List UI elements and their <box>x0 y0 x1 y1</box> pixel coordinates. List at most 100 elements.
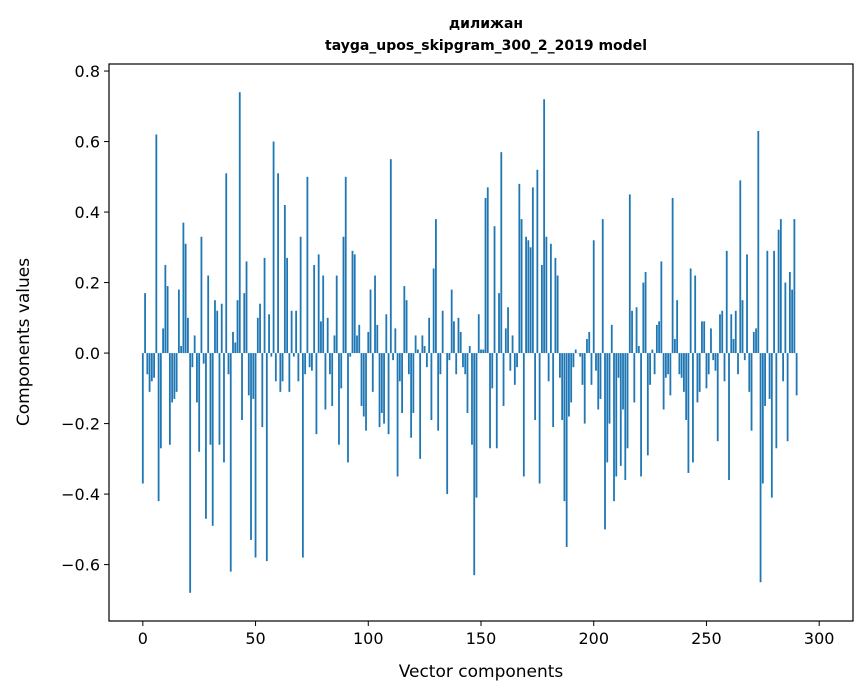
bar <box>424 346 426 353</box>
bar <box>259 304 261 353</box>
bar <box>685 353 687 420</box>
bar <box>726 251 728 353</box>
bar <box>291 311 293 353</box>
bar <box>730 314 732 353</box>
bar <box>514 353 516 385</box>
bar <box>358 325 360 353</box>
bar <box>155 135 157 354</box>
bar <box>433 268 435 353</box>
bar <box>717 353 719 441</box>
bar <box>180 346 182 353</box>
bar <box>187 318 189 353</box>
x-axis-label: Vector components <box>399 662 564 682</box>
bar <box>295 311 297 353</box>
bar <box>313 265 315 353</box>
bar <box>216 311 218 353</box>
bar <box>365 353 367 431</box>
bar <box>431 353 433 420</box>
bar <box>146 353 148 374</box>
bar <box>363 353 365 416</box>
x-tick-label: 100 <box>353 629 384 648</box>
bar <box>201 237 203 353</box>
bar <box>214 300 216 353</box>
bar <box>189 353 191 593</box>
plot-frame <box>109 64 853 621</box>
bar <box>476 353 478 498</box>
y-axis-ticks: −0.6−0.4−0.20.00.20.40.60.8 <box>61 62 109 575</box>
bar <box>615 353 617 476</box>
bar <box>636 307 638 353</box>
bar <box>412 353 414 413</box>
bar <box>473 353 475 575</box>
bar <box>257 318 259 353</box>
bar <box>703 321 705 353</box>
bar <box>766 251 768 353</box>
bar <box>532 187 534 353</box>
bar <box>561 353 563 420</box>
y-tick-label: 0.4 <box>75 203 100 222</box>
bar <box>428 318 430 353</box>
bar <box>162 328 164 353</box>
y-tick-label: −0.4 <box>61 485 100 504</box>
bar <box>606 353 608 462</box>
bar <box>311 353 313 371</box>
bar <box>647 353 649 455</box>
bar <box>234 343 236 354</box>
bar <box>345 177 347 353</box>
bar <box>219 353 221 445</box>
bar <box>681 353 683 378</box>
bar <box>320 321 322 353</box>
bar <box>455 353 457 374</box>
bar <box>343 237 345 353</box>
bar <box>503 353 505 406</box>
bar <box>633 353 635 402</box>
bar <box>284 205 286 353</box>
bar <box>543 99 545 353</box>
bar <box>518 184 520 353</box>
bar <box>406 300 408 353</box>
bar <box>699 353 701 392</box>
bar <box>584 353 586 424</box>
bar <box>715 353 717 371</box>
chart-subtitle: tayga_upos_skipgram_300_2_2019 model <box>325 38 647 54</box>
y-tick-label: 0.8 <box>75 62 100 81</box>
bar <box>243 293 245 353</box>
bar <box>796 353 798 395</box>
bar <box>288 353 290 392</box>
bar <box>545 237 547 353</box>
bar <box>692 353 694 462</box>
bar <box>149 353 151 392</box>
bar <box>595 353 597 371</box>
bar <box>541 265 543 353</box>
bar <box>706 353 708 388</box>
bar <box>708 353 710 374</box>
bar <box>241 353 243 420</box>
bar <box>719 314 721 353</box>
bar <box>185 244 187 353</box>
bar <box>787 353 789 441</box>
x-tick-label: 50 <box>245 629 265 648</box>
bar <box>451 290 453 353</box>
bar <box>591 353 593 385</box>
bar <box>735 311 737 353</box>
bar <box>482 350 484 354</box>
bar <box>164 265 166 353</box>
bar <box>485 198 487 353</box>
bar <box>327 318 329 353</box>
y-axis-label: Components values <box>14 258 34 426</box>
bar <box>198 353 200 452</box>
bar <box>390 159 392 353</box>
bar <box>352 251 354 353</box>
y-tick-label: 0.0 <box>75 344 100 363</box>
bar <box>325 353 327 409</box>
bar <box>322 276 324 354</box>
bar <box>694 276 696 354</box>
bar <box>712 353 714 360</box>
bar <box>494 226 496 353</box>
bar <box>435 219 437 353</box>
bar <box>374 276 376 354</box>
bar <box>780 219 782 353</box>
bar <box>690 268 692 353</box>
